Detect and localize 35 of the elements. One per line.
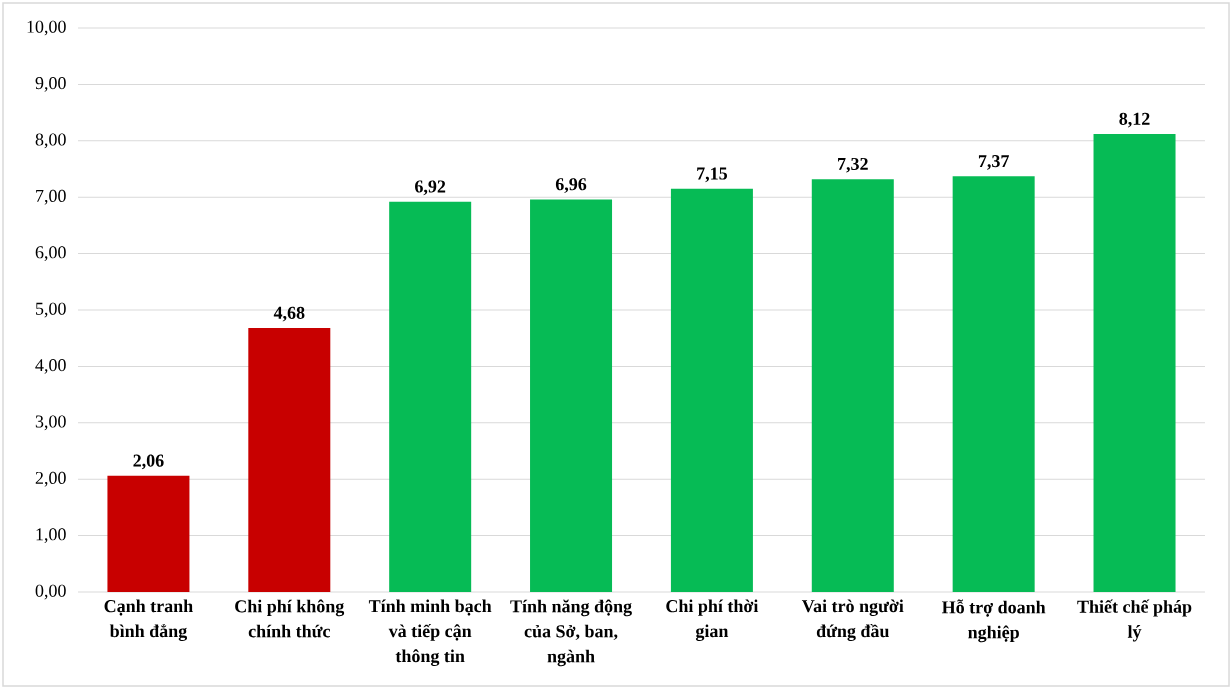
x-tick-label: Chi phí thời gian bbox=[666, 599, 759, 642]
bar bbox=[530, 199, 613, 592]
data-label: 7,32 bbox=[838, 157, 868, 173]
x-tick-label: Thiết chế pháp lý bbox=[1077, 599, 1192, 642]
y-tick-label: 8,00 bbox=[35, 133, 66, 149]
x-tick-label: Vai trò người đứng đầu bbox=[801, 599, 904, 642]
y-tick-label: 9,00 bbox=[35, 77, 66, 92]
bar bbox=[952, 176, 1035, 592]
x-tick-label: Tính minh bạch và tiếp cận thông tin bbox=[368, 599, 492, 667]
bar bbox=[389, 201, 472, 592]
data-label: 6,92 bbox=[415, 180, 446, 196]
y-tick-label: 7,00 bbox=[36, 189, 66, 205]
bar bbox=[1093, 134, 1176, 592]
data-label: 7,15 bbox=[697, 167, 728, 183]
x-tick-label: Hỗ trợ doanh nghiệp bbox=[941, 599, 1046, 643]
y-tick-label: 6,00 bbox=[35, 246, 66, 261]
x-tick-label: Cạnh tranh bình đẳng bbox=[104, 599, 193, 641]
y-tick-label: 2,00 bbox=[35, 471, 66, 487]
data-label: 6,96 bbox=[555, 178, 587, 193]
y-tick-label: 10,00 bbox=[27, 20, 66, 36]
x-tick-label: Tính năng động của Sở, ban, ngành bbox=[510, 599, 632, 667]
bar bbox=[670, 188, 753, 592]
bar bbox=[811, 179, 894, 592]
y-tick-label: 0,00 bbox=[35, 584, 66, 600]
y-tick-label: 1,00 bbox=[36, 528, 66, 543]
y-tick-label: 5,00 bbox=[36, 302, 66, 318]
data-label: 4,68 bbox=[273, 306, 305, 322]
data-label: 8,12 bbox=[1119, 112, 1150, 128]
y-tick-label: 4,00 bbox=[35, 359, 66, 374]
data-label: 7,37 bbox=[978, 155, 1009, 170]
bar bbox=[248, 328, 331, 592]
bar bbox=[107, 475, 190, 592]
y-tick-label: 3,00 bbox=[35, 415, 66, 431]
data-label: 2,06 bbox=[133, 454, 164, 470]
x-tick-label: Chi phí không chính thức bbox=[235, 599, 345, 638]
